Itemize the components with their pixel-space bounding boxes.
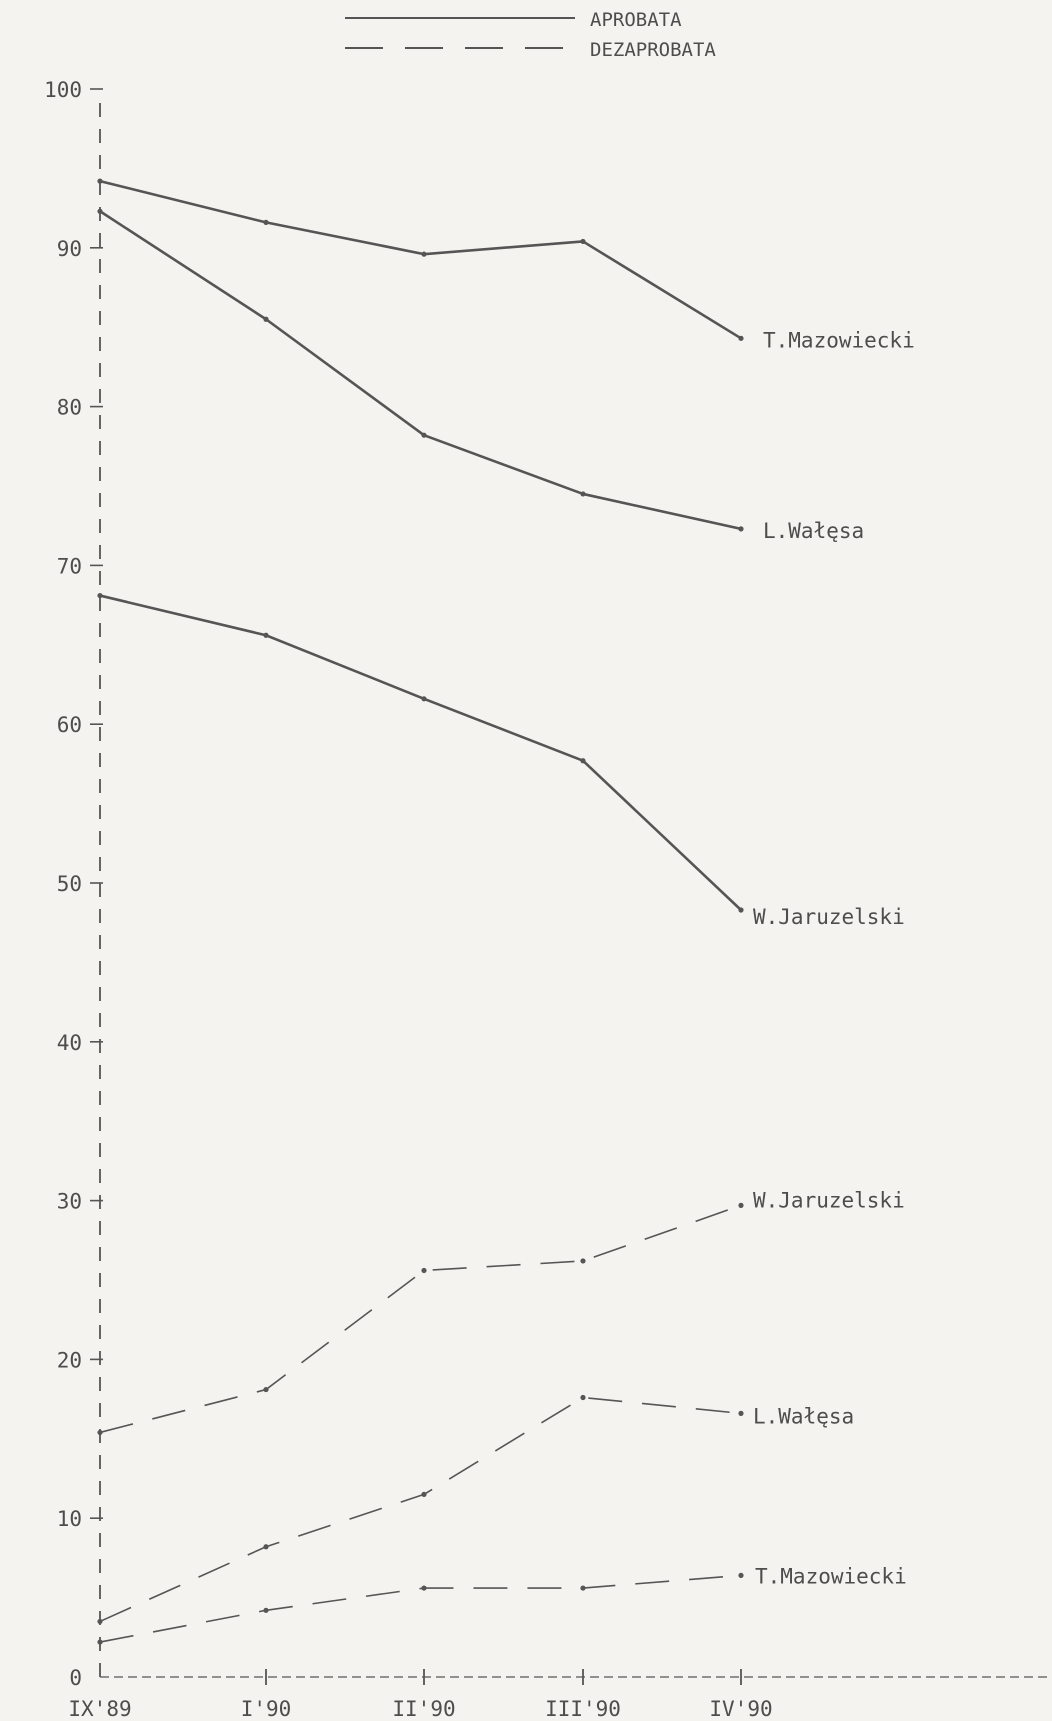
data-point <box>421 1491 427 1497</box>
x-tick-label: I'90 <box>241 1697 292 1721</box>
series-labels: T.Mazowiecki L.Wałęsa W.Jaruzelski W.Jaruze… <box>753 328 915 1588</box>
x-tick-label: IX'89 <box>68 1697 131 1721</box>
axes: 0 10 20 30 40 50 60 70 80 90 100 IX'89 I'90 II'90 III'… <box>44 78 1050 1721</box>
legend: APROBATA DEZAPROBATA <box>345 9 716 61</box>
series-label-dezaprobata-t-mazowiecki: T.Mazowiecki <box>755 1564 907 1588</box>
series-line-dezaprobata-t-mazowiecki <box>99 1574 742 1643</box>
y-tick-label: 10 <box>57 1507 82 1531</box>
data-point <box>421 1585 427 1591</box>
data-point <box>263 1386 269 1393</box>
series-line-dezaprobata-w-jaruzelski <box>99 1204 742 1434</box>
x-tick-label: III'90 <box>545 1697 621 1721</box>
data-point <box>580 758 586 764</box>
data-point <box>97 1639 103 1645</box>
legend-label-dezaprobata: DEZAPROBATA <box>590 39 716 61</box>
data-point <box>580 238 586 245</box>
y-tick-label: 100 <box>44 78 82 102</box>
data-point <box>263 219 269 225</box>
data-point <box>580 1258 586 1264</box>
data-point <box>263 316 269 322</box>
data-point <box>97 1429 103 1436</box>
data-point <box>263 632 269 638</box>
series-line-aprobata-l-wa-sa <box>99 210 742 531</box>
data-point <box>580 491 586 497</box>
y-tick-label: 90 <box>57 237 82 261</box>
y-tick-label: 40 <box>57 1031 82 1055</box>
series-label-aprobata-w-jaruzelski: W.Jaruzelski <box>753 905 905 929</box>
y-tick-label: 70 <box>57 554 82 578</box>
data-point <box>97 178 103 184</box>
series-line-aprobata-w-jaruzelski <box>99 594 742 911</box>
series-label-aprobata-l-wa-sa: L.Wałęsa <box>763 519 864 543</box>
series-label-aprobata-t-mazowiecki: T.Mazowiecki <box>763 328 915 352</box>
series-lines <box>97 178 744 1645</box>
data-point <box>97 1618 103 1625</box>
data-point <box>263 1607 269 1613</box>
x-tick-label: IV'90 <box>709 1697 772 1721</box>
y-tick-label: 20 <box>57 1348 82 1372</box>
series-label-dezaprobata-w-jaruzelski: W.Jaruzelski <box>753 1188 905 1212</box>
data-point <box>580 1585 586 1591</box>
data-point <box>263 1544 269 1550</box>
data-point <box>738 1410 744 1416</box>
data-point <box>738 526 744 532</box>
x-tick-label: II'90 <box>392 1697 455 1721</box>
series-label-dezaprobata-l-wa-sa: L.Wałęsa <box>753 1404 854 1428</box>
data-point <box>97 592 103 599</box>
y-tick-label: 80 <box>57 396 82 420</box>
data-point <box>421 1267 427 1274</box>
y-tick-label: 60 <box>57 713 82 737</box>
series-line-aprobata-t-mazowiecki <box>99 179 742 340</box>
data-point <box>421 251 427 257</box>
data-point <box>738 1202 744 1208</box>
data-point <box>421 432 427 438</box>
data-point <box>421 696 427 702</box>
y-tick-label: 30 <box>57 1190 82 1214</box>
data-point <box>738 1572 744 1578</box>
data-point <box>738 335 744 341</box>
y-tick-label: 50 <box>57 872 82 896</box>
y-tick-label: 0 <box>69 1666 82 1690</box>
legend-label-aprobata: APROBATA <box>590 9 682 31</box>
data-point <box>97 208 103 214</box>
data-point <box>738 907 744 913</box>
data-point <box>580 1394 586 1401</box>
